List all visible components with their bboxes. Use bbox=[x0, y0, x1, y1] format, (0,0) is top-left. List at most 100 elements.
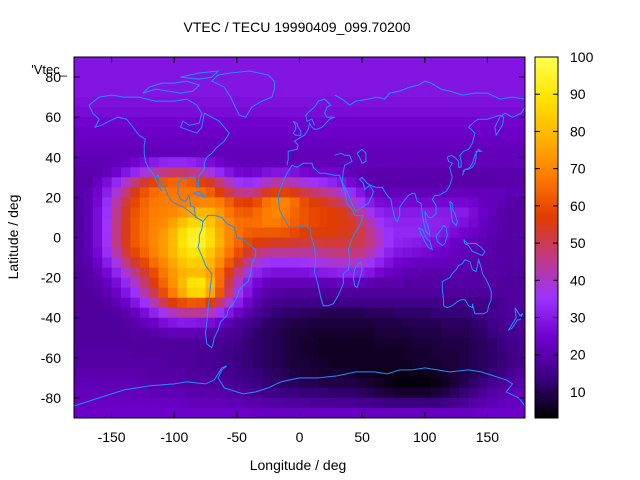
heatmap-cell bbox=[308, 317, 319, 329]
heatmap-cell bbox=[280, 87, 291, 98]
heatmap-cell bbox=[111, 67, 122, 78]
heatmap-cell bbox=[139, 307, 150, 319]
heatmap-cell bbox=[412, 147, 423, 158]
heatmap-cell bbox=[149, 117, 160, 128]
heatmap-cell bbox=[299, 297, 310, 309]
heatmap-cell bbox=[280, 97, 291, 108]
heatmap-cell bbox=[374, 287, 385, 299]
heatmap-cell bbox=[355, 387, 366, 399]
heatmap-cell bbox=[233, 137, 244, 148]
heatmap-cell bbox=[280, 407, 291, 418]
heatmap-cell bbox=[459, 407, 470, 418]
heatmap-cell bbox=[440, 347, 451, 359]
heatmap-cell bbox=[431, 337, 442, 349]
heatmap-cell bbox=[83, 267, 94, 279]
coastline bbox=[292, 120, 302, 136]
heatmap-cell bbox=[393, 217, 404, 229]
heatmap-cell bbox=[280, 117, 291, 128]
heatmap-cell bbox=[355, 397, 366, 409]
heatmap-cell bbox=[205, 167, 216, 178]
heatmap-cell bbox=[327, 207, 338, 219]
heatmap-cell bbox=[308, 307, 319, 319]
heatmap-cell bbox=[421, 57, 432, 68]
heatmap-cell bbox=[355, 107, 366, 118]
heatmap-cell bbox=[402, 177, 413, 188]
heatmap-cell bbox=[120, 97, 131, 108]
heatmap-cell bbox=[102, 227, 113, 239]
heatmap-cell bbox=[196, 387, 207, 399]
heatmap-cell bbox=[506, 387, 517, 399]
heatmap-cell bbox=[280, 77, 291, 88]
heatmap-cell bbox=[355, 337, 366, 349]
heatmap-cell bbox=[365, 317, 376, 329]
heatmap-cell bbox=[158, 247, 169, 259]
heatmap-cell bbox=[83, 287, 94, 299]
heatmap-cell bbox=[412, 117, 423, 128]
heatmap-cell bbox=[243, 97, 254, 108]
heatmap-cell bbox=[421, 187, 432, 198]
heatmap-cell bbox=[440, 127, 451, 138]
heatmap-cell bbox=[402, 157, 413, 168]
x-axis: -150 -100 -50 0 50 100 150 bbox=[98, 57, 499, 445]
heatmap-cell bbox=[158, 197, 169, 209]
heatmap-cell bbox=[374, 227, 385, 239]
heatmap-cell bbox=[374, 267, 385, 279]
heatmap-cell bbox=[468, 407, 479, 418]
heatmap-cell bbox=[478, 367, 489, 379]
heatmap-cell bbox=[440, 87, 451, 98]
heatmap-cell bbox=[478, 57, 489, 68]
heatmap-cell bbox=[412, 87, 423, 98]
heatmap-cell bbox=[261, 107, 272, 118]
heatmap-cell bbox=[252, 117, 263, 128]
y-tick-label: -40 bbox=[41, 310, 61, 326]
heatmap-cell bbox=[74, 337, 84, 349]
colorbar-tick-label: 40 bbox=[570, 272, 586, 288]
heatmap-cell bbox=[139, 347, 150, 359]
heatmap-cell bbox=[243, 77, 254, 88]
heatmap-cell bbox=[506, 227, 517, 239]
heatmap-cell bbox=[261, 327, 272, 339]
heatmap-cell bbox=[290, 327, 301, 339]
heatmap-cell bbox=[83, 77, 94, 88]
heatmap-cell bbox=[318, 67, 329, 78]
heatmap-cell bbox=[290, 127, 301, 138]
heatmap-cell bbox=[515, 237, 525, 249]
heatmap-cell bbox=[346, 117, 357, 128]
heatmap-cell bbox=[186, 377, 197, 389]
heatmap-cell bbox=[449, 167, 460, 178]
heatmap-cell bbox=[384, 167, 395, 178]
heatmap-cell bbox=[318, 77, 329, 88]
heatmap-cell bbox=[468, 167, 479, 178]
coastline bbox=[192, 190, 206, 198]
heatmap-cell bbox=[496, 277, 507, 289]
heatmap-cell bbox=[402, 167, 413, 178]
heatmap-cell bbox=[74, 217, 84, 229]
heatmap-cell bbox=[440, 107, 451, 118]
heatmap-cell bbox=[261, 397, 272, 409]
heatmap-cell bbox=[149, 157, 160, 168]
heatmap-cell bbox=[449, 177, 460, 188]
heatmap-cell bbox=[92, 57, 103, 68]
heatmap-cell bbox=[431, 377, 442, 389]
heatmap-cell bbox=[384, 277, 395, 289]
heatmap-cell bbox=[402, 97, 413, 108]
heatmap-cell bbox=[496, 87, 507, 98]
heatmap-cell bbox=[261, 77, 272, 88]
heatmap-cell bbox=[290, 297, 301, 309]
x-tick-label: -150 bbox=[98, 429, 126, 445]
heatmap-cell bbox=[74, 297, 84, 309]
heatmap-cell bbox=[487, 97, 498, 108]
heatmap-cell bbox=[515, 287, 525, 299]
heatmap-cell bbox=[177, 357, 188, 369]
heatmap-cell bbox=[158, 77, 169, 88]
heatmap-cell bbox=[355, 307, 366, 319]
heatmap-cell bbox=[92, 127, 103, 138]
heatmap-cell bbox=[478, 217, 489, 229]
heatmap-cell bbox=[459, 167, 470, 178]
heatmap-cell bbox=[487, 267, 498, 279]
heatmap-cell bbox=[412, 217, 423, 229]
y-tick-label: -80 bbox=[41, 390, 61, 406]
heatmap-cell bbox=[74, 267, 84, 279]
heatmap-cell bbox=[346, 407, 357, 418]
